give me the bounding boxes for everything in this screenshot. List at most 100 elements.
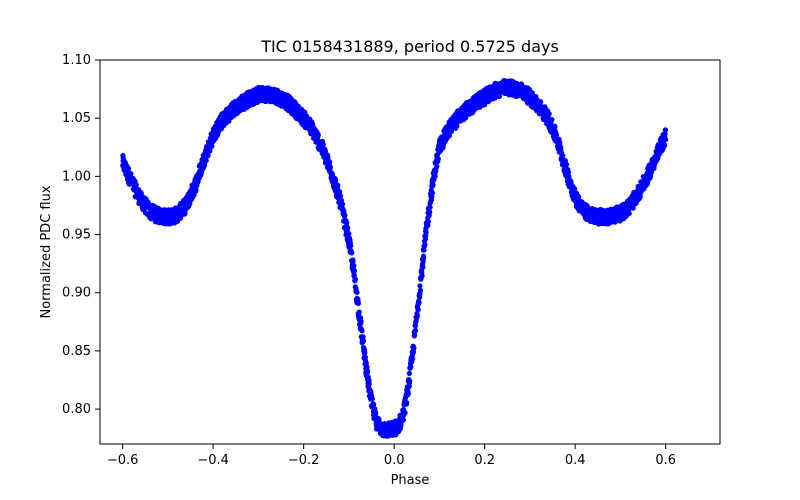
data-point xyxy=(333,178,339,184)
data-point xyxy=(422,242,428,248)
data-point xyxy=(662,127,669,133)
data-point xyxy=(564,161,570,168)
x-tick-label: −0.4 xyxy=(197,453,229,468)
data-point xyxy=(427,209,433,215)
data-point xyxy=(427,204,433,210)
data-point xyxy=(411,345,417,351)
x-tick-label: −0.6 xyxy=(107,453,139,468)
data-point xyxy=(626,210,632,217)
x-tick-label: 0.4 xyxy=(565,453,586,468)
data-point xyxy=(557,140,563,146)
data-point xyxy=(342,212,348,218)
data-point xyxy=(663,136,669,143)
x-tick-label: 0.0 xyxy=(384,453,405,468)
data-point xyxy=(341,208,347,214)
data-point xyxy=(365,368,371,374)
data-point xyxy=(133,182,139,188)
data-point xyxy=(435,156,441,162)
y-axis-ticks: 0.80 0.85 0.90 0.95 1.00 1.05 1.10 xyxy=(62,53,100,417)
data-point xyxy=(537,99,544,105)
data-point xyxy=(373,409,379,416)
data-point xyxy=(637,193,643,200)
data-point xyxy=(410,356,416,362)
data-point xyxy=(411,332,418,338)
data-point xyxy=(187,201,193,207)
data-point xyxy=(565,169,572,175)
data-point xyxy=(553,132,560,138)
data-point xyxy=(417,287,424,293)
data-point xyxy=(327,164,333,171)
data-point xyxy=(434,163,440,170)
data-point xyxy=(463,115,469,121)
data-point xyxy=(549,116,555,123)
data-point xyxy=(558,146,564,152)
data-point xyxy=(408,364,414,370)
data-point xyxy=(354,289,360,296)
data-point xyxy=(576,194,582,200)
data-point xyxy=(423,229,429,235)
data-point xyxy=(416,300,422,306)
data-point xyxy=(360,334,366,340)
data-point xyxy=(422,236,429,242)
data-point xyxy=(315,132,321,138)
data-point xyxy=(371,401,377,408)
y-tick-label: 0.80 xyxy=(62,402,91,417)
data-point xyxy=(320,141,326,148)
data-point xyxy=(662,131,668,137)
x-axis-label: Phase xyxy=(391,473,430,488)
data-point xyxy=(345,225,351,231)
data-point xyxy=(349,250,355,256)
data-point xyxy=(421,247,427,253)
data-point xyxy=(348,243,354,249)
data-point xyxy=(496,93,502,99)
data-point xyxy=(407,378,413,384)
data-point xyxy=(406,370,412,376)
data-point xyxy=(322,148,328,154)
data-point xyxy=(339,201,346,207)
y-tick-label: 1.00 xyxy=(62,169,91,184)
data-point xyxy=(430,182,436,188)
data-point xyxy=(337,193,344,199)
data-point xyxy=(402,410,408,416)
y-tick-label: 0.85 xyxy=(62,344,91,359)
y-tick-label: 0.90 xyxy=(62,286,91,301)
data-point xyxy=(360,338,367,344)
data-point xyxy=(201,162,207,168)
x-tick-label: 0.6 xyxy=(655,453,676,468)
data-point xyxy=(560,153,566,159)
data-point xyxy=(369,396,375,402)
data-points xyxy=(120,78,669,439)
data-point xyxy=(351,262,357,269)
data-point xyxy=(191,192,197,198)
data-point xyxy=(405,390,412,397)
data-point xyxy=(661,142,668,148)
x-axis-ticks: −0.6 −0.4 −0.2 0.0 0.2 0.4 0.6 xyxy=(107,444,676,468)
data-point xyxy=(420,253,427,259)
x-tick-label: 0.2 xyxy=(474,453,495,468)
y-tick-label: 0.95 xyxy=(62,228,91,243)
data-point xyxy=(352,276,359,282)
data-point xyxy=(404,400,410,406)
data-point xyxy=(414,313,421,319)
data-point xyxy=(209,143,215,149)
data-point xyxy=(358,318,364,325)
data-point xyxy=(366,381,372,387)
data-point xyxy=(205,152,211,159)
data-point xyxy=(203,157,209,164)
data-point xyxy=(400,417,407,423)
data-point xyxy=(552,124,558,130)
data-point xyxy=(337,189,343,195)
plot-frame xyxy=(99,59,721,445)
y-tick-label: 1.05 xyxy=(62,111,91,126)
data-point xyxy=(446,133,453,139)
data-point xyxy=(344,220,350,226)
data-point xyxy=(413,327,419,334)
y-axis-label: Normalized PDC flux xyxy=(39,185,54,318)
data-point xyxy=(425,222,431,229)
data-point xyxy=(415,307,421,313)
data-point xyxy=(363,360,369,366)
data-point xyxy=(346,231,352,237)
data-point xyxy=(356,309,362,315)
data-point xyxy=(125,165,132,171)
